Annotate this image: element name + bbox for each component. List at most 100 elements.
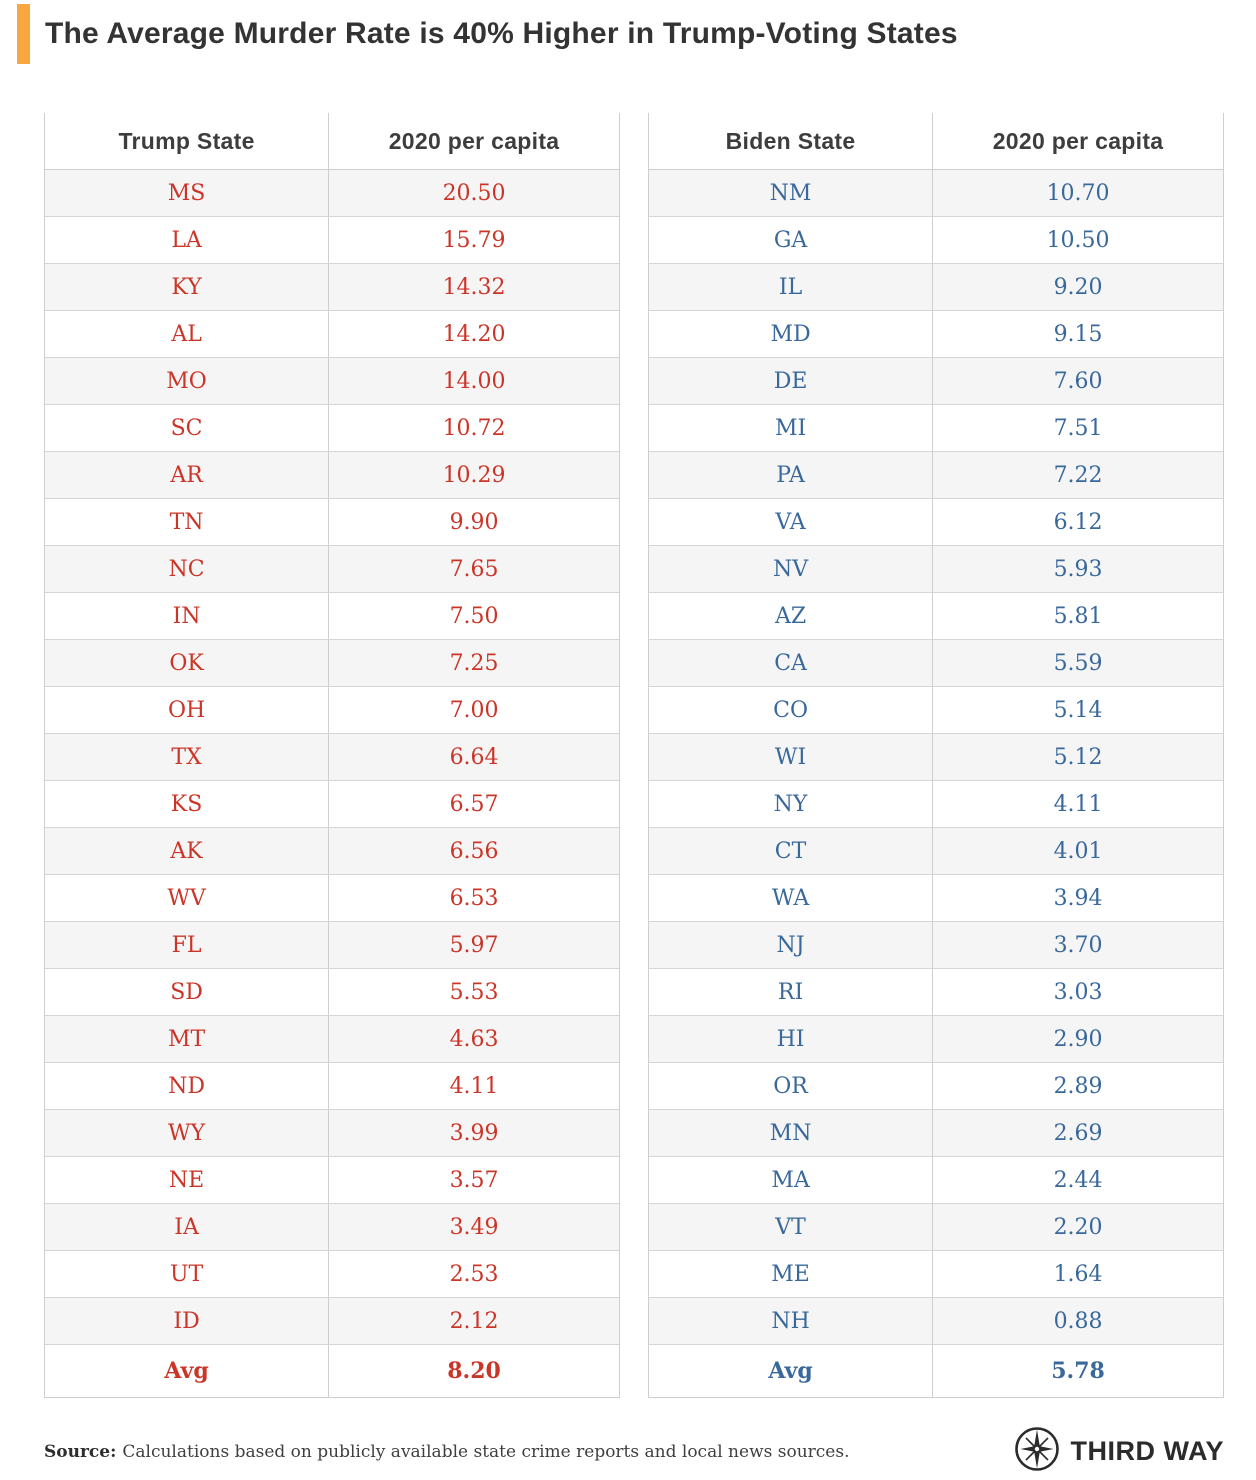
table-row: AR 10.29: [45, 452, 619, 499]
state-cell: AK: [45, 828, 330, 874]
table-row: NM 10.70: [649, 170, 1223, 217]
value-cell: 6.12: [1053, 509, 1103, 535]
table-row: PA 7.22: [649, 452, 1223, 499]
state-cell: OH: [45, 687, 330, 733]
table-row: MT 4.63: [45, 1016, 619, 1063]
table-row: NH 0.88: [649, 1298, 1223, 1345]
value-cell: 6.53: [449, 885, 499, 911]
value-cell: 9.90: [449, 509, 499, 535]
state-cell: TN: [45, 499, 330, 545]
table-row: MA 2.44: [649, 1157, 1223, 1204]
table-row: MN 2.69: [649, 1110, 1223, 1157]
state-cell: SD: [45, 969, 330, 1015]
value-cell: 6.57: [449, 791, 499, 817]
biden-states-table: Biden State 2020 per capita NM 10.70 GA 10.…: [648, 113, 1224, 1398]
compass-icon: [1014, 1426, 1060, 1477]
value-cell: 2.44: [1053, 1167, 1103, 1193]
source-text: Calculations based on publicly available…: [122, 1441, 850, 1462]
table-row: FL 5.97: [45, 922, 619, 969]
state-cell: GA: [649, 217, 934, 263]
average-row: Avg 8.20: [45, 1345, 619, 1397]
table-row: SD 5.53: [45, 969, 619, 1016]
avg-label-cell: Avg: [649, 1345, 934, 1397]
source-label: Source:: [44, 1441, 117, 1462]
state-cell: NY: [649, 781, 934, 827]
table-row: OH 7.00: [45, 687, 619, 734]
third-way-logo: THIRD WAY: [1014, 1426, 1224, 1477]
state-cell: ND: [45, 1063, 330, 1109]
value-cell: 4.11: [1053, 791, 1103, 817]
table-row: OR 2.89: [649, 1063, 1223, 1110]
state-cell: FL: [45, 922, 330, 968]
table-body: MS 20.50 LA 15.79 KY 14.32 AL 14.20 MO 14.00 SC 10.…: [45, 170, 619, 1345]
value-cell: 14.32: [442, 274, 506, 300]
state-cell: CT: [649, 828, 934, 874]
table-row: CT 4.01: [649, 828, 1223, 875]
state-cell: CO: [649, 687, 934, 733]
table-row: HI 2.90: [649, 1016, 1223, 1063]
state-cell: OR: [649, 1063, 934, 1109]
state-cell: OK: [45, 640, 330, 686]
accent-bar: [17, 4, 30, 64]
avg-label-cell: Avg: [45, 1345, 330, 1397]
state-cell: MA: [649, 1157, 934, 1203]
value-cell: 2.69: [1053, 1120, 1103, 1146]
table-row: AZ 5.81: [649, 593, 1223, 640]
value-cell: 5.93: [1053, 556, 1103, 582]
state-cell: KS: [45, 781, 330, 827]
table-row: KY 14.32: [45, 264, 619, 311]
value-cell: 3.03: [1053, 979, 1103, 1005]
table-row: CO 5.14: [649, 687, 1223, 734]
state-cell: RI: [649, 969, 934, 1015]
table-row: IL 9.20: [649, 264, 1223, 311]
value-cell: 5.81: [1053, 603, 1103, 629]
state-cell: AL: [45, 311, 330, 357]
state-cell: WV: [45, 875, 330, 921]
value-cell: 7.22: [1053, 462, 1103, 488]
table-row: ME 1.64: [649, 1251, 1223, 1298]
value-cell: 6.56: [449, 838, 499, 864]
table-row: MS 20.50: [45, 170, 619, 217]
value-cell: 3.49: [449, 1214, 499, 1240]
state-cell: WY: [45, 1110, 330, 1156]
state-cell: VA: [649, 499, 934, 545]
state-cell: IN: [45, 593, 330, 639]
table-row: AL 14.20: [45, 311, 619, 358]
state-cell: PA: [649, 452, 934, 498]
table-header-row: Biden State 2020 per capita: [649, 113, 1223, 170]
value-cell: 10.70: [1046, 180, 1110, 206]
table-row: WV 6.53: [45, 875, 619, 922]
state-column-header: Biden State: [649, 113, 934, 169]
value-cell: 9.15: [1053, 321, 1103, 347]
state-cell: NH: [649, 1298, 934, 1344]
value-cell: 4.01: [1053, 838, 1103, 864]
state-cell: UT: [45, 1251, 330, 1297]
value-cell: 5.53: [449, 979, 499, 1005]
state-cell: NM: [649, 170, 934, 216]
value-column-header: 2020 per capita: [992, 127, 1164, 154]
state-cell: MD: [649, 311, 934, 357]
value-cell: 15.79: [442, 227, 506, 253]
avg-value-cell: 5.78: [1051, 1358, 1105, 1384]
state-cell: MT: [45, 1016, 330, 1062]
value-cell: 3.57: [449, 1167, 499, 1193]
table-row: RI 3.03: [649, 969, 1223, 1016]
state-cell: NV: [649, 546, 934, 592]
state-cell: LA: [45, 217, 330, 263]
value-cell: 6.64: [449, 744, 499, 770]
table-row: CA 5.59: [649, 640, 1223, 687]
state-cell: MO: [45, 358, 330, 404]
table-row: VA 6.12: [649, 499, 1223, 546]
header: The Average Murder Rate is 40% Higher in…: [0, 0, 1256, 66]
table-row: NC 7.65: [45, 546, 619, 593]
table-row: TX 6.64: [45, 734, 619, 781]
value-cell: 9.20: [1053, 274, 1103, 300]
table-row: DE 7.60: [649, 358, 1223, 405]
table-row: IA 3.49: [45, 1204, 619, 1251]
table-row: KS 6.57: [45, 781, 619, 828]
value-column-header: 2020 per capita: [388, 127, 560, 154]
table-row: NY 4.11: [649, 781, 1223, 828]
state-cell: TX: [45, 734, 330, 780]
state-cell: HI: [649, 1016, 934, 1062]
